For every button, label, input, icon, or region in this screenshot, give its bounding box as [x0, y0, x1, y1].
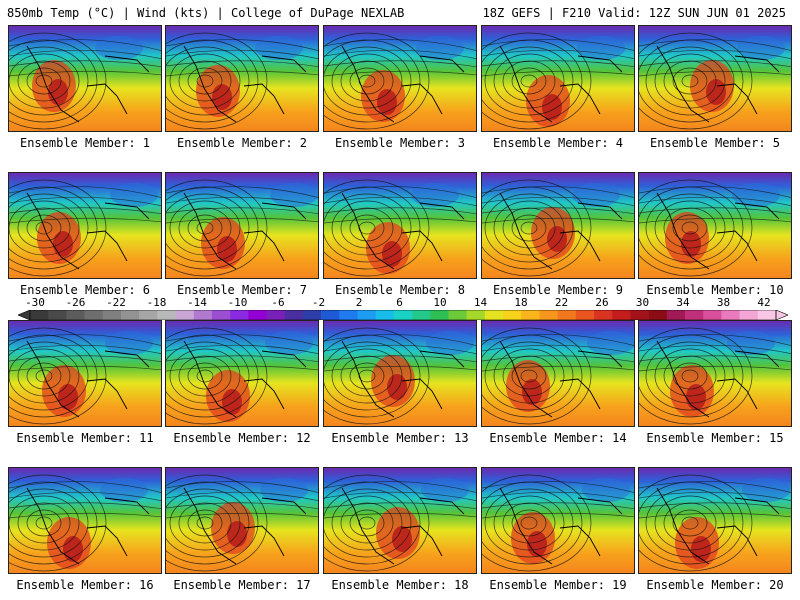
colorbar-tick-label: 2	[355, 296, 363, 309]
ensemble-member-label: Ensemble Member: 1	[19, 136, 151, 150]
ensemble-member-label: Ensemble Member: 13	[331, 431, 469, 445]
ensemble-member-map	[8, 467, 162, 574]
ensemble-member-map	[323, 172, 477, 279]
ensemble-member-label: Ensemble Member: 6	[19, 283, 151, 297]
colorbar-tick-label: 14	[473, 296, 488, 309]
ensemble-member-label: Ensemble Member: 19	[489, 578, 627, 592]
colorbar-tick-label: -30	[25, 296, 45, 309]
ensemble-member-label: Ensemble Member: 15	[646, 431, 784, 445]
ensemble-member-map	[638, 467, 792, 574]
ensemble-member-label: Ensemble Member: 10	[646, 283, 784, 297]
map-title: 850mb Temp (°C) | Wind (kts) | College o…	[7, 6, 405, 20]
ensemble-member-map	[8, 25, 162, 132]
ensemble-member-map	[165, 25, 319, 132]
ensemble-member-map	[8, 320, 162, 427]
temperature-colorbar	[18, 310, 788, 320]
ensemble-member-map	[481, 25, 635, 132]
ensemble-member-map	[165, 172, 319, 279]
ensemble-member-label: Ensemble Member: 4	[492, 136, 624, 150]
ensemble-member-label: Ensemble Member: 5	[649, 136, 781, 150]
ensemble-member-map	[323, 320, 477, 427]
colorbar-tick-label: -22	[106, 296, 126, 309]
colorbar-tick-label: -26	[65, 296, 86, 309]
ensemble-member-label: Ensemble Member: 9	[492, 283, 624, 297]
ensemble-member-label: Ensemble Member: 12	[173, 431, 311, 445]
colorbar-tick-label: 18	[514, 296, 528, 309]
colorbar-tick-label: 38	[716, 296, 731, 309]
ensemble-member-map	[8, 172, 162, 279]
ensemble-member-map	[638, 25, 792, 132]
valid-time: 18Z GEFS | F210 Valid: 12Z SUN JUN 01 20…	[482, 6, 786, 20]
ensemble-member-label: Ensemble Member: 7	[176, 283, 308, 297]
ensemble-member-map	[481, 467, 635, 574]
colorbar-tick-label: 34	[676, 296, 690, 309]
ensemble-member-map	[165, 467, 319, 574]
colorbar-tick-label: -18	[146, 296, 167, 309]
ensemble-member-label: Ensemble Member: 11	[16, 431, 154, 445]
ensemble-member-label: Ensemble Member: 2	[176, 136, 308, 150]
colorbar-tick-label: 6	[396, 296, 403, 309]
colorbar-tick-label: -2	[311, 296, 326, 309]
colorbar-tick-label: 10	[433, 296, 447, 309]
ensemble-member-map	[638, 172, 792, 279]
ensemble-member-map	[638, 320, 792, 427]
ensemble-member-label: Ensemble Member: 16	[16, 578, 154, 592]
ensemble-member-label: Ensemble Member: 17	[173, 578, 311, 592]
ensemble-member-label: Ensemble Member: 20	[646, 578, 784, 592]
ensemble-member-map	[481, 320, 635, 427]
colorbar-tick-label: 26	[595, 296, 609, 309]
colorbar-tick-label: 22	[554, 296, 569, 309]
ensemble-member-map	[481, 172, 635, 279]
ensemble-member-label: Ensemble Member: 18	[331, 578, 469, 592]
colorbar-tick-label: 30	[635, 296, 650, 309]
colorbar-tick-label: -6	[271, 296, 285, 309]
colorbar-tick-label: -10	[227, 296, 248, 309]
ensemble-member-map	[165, 320, 319, 427]
ensemble-member-map	[323, 25, 477, 132]
ensemble-member-label: Ensemble Member: 14	[489, 431, 627, 445]
ensemble-member-label: Ensemble Member: 8	[334, 283, 466, 297]
colorbar-tick-label: -14	[187, 296, 207, 309]
ensemble-member-label: Ensemble Member: 3	[334, 136, 466, 150]
ensemble-member-map	[323, 467, 477, 574]
colorbar-tick-label: 42	[757, 296, 771, 309]
